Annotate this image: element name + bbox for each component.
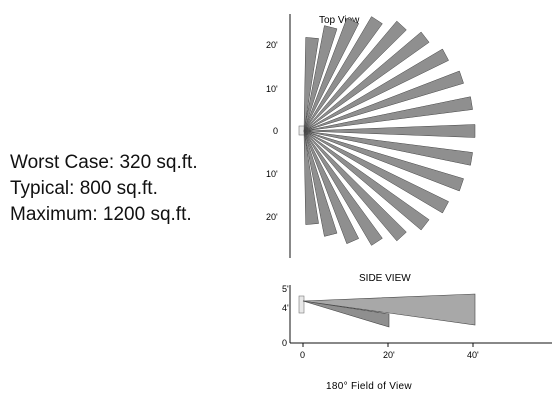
side-beam-long xyxy=(302,293,476,326)
side-view-title: SIDE VIEW xyxy=(359,273,411,284)
side-tick-20-x: 20' xyxy=(383,350,395,360)
field-of-view-caption: 180° Field of View xyxy=(326,381,412,392)
detection-beam xyxy=(303,130,473,166)
side-tick-0-x: 0 xyxy=(300,350,305,360)
side-tick-40-x: 40' xyxy=(467,350,479,360)
detection-beam xyxy=(303,17,360,132)
detection-beam xyxy=(303,130,449,214)
detection-beam xyxy=(303,130,464,192)
worst-case-coverage: Worst Case: 320 sq.ft. xyxy=(10,152,198,173)
top-tick-10-down: 10' xyxy=(266,169,278,179)
top-view-title: Top View xyxy=(319,15,360,26)
detection-beam xyxy=(303,130,383,246)
detection-beam xyxy=(303,20,407,132)
detection-beam xyxy=(303,16,383,132)
top-tick-10-up: 10' xyxy=(266,84,278,94)
detection-beam xyxy=(303,130,319,225)
detection-beam xyxy=(303,130,430,231)
detection-beam xyxy=(303,130,360,245)
maximum-coverage: Maximum: 1200 sq.ft. xyxy=(10,204,192,225)
side-tick-5: 5' xyxy=(282,284,289,294)
side-tick-4: 4' xyxy=(282,303,289,313)
detection-beam xyxy=(303,70,464,132)
top-tick-0: 0 xyxy=(273,126,278,136)
sensor-side xyxy=(298,295,305,314)
detection-beam xyxy=(303,48,449,132)
detection-beam xyxy=(303,130,338,237)
detection-beam xyxy=(303,96,473,132)
coverage-specs: Worst Case: 320 sq.ft. Typical: 800 sq.f… xyxy=(10,150,260,228)
top-view-ticks: 20' 10' 0 10' 20' xyxy=(266,40,278,222)
typical-coverage: Typical: 800 sq.ft. xyxy=(10,178,158,199)
side-view: SIDE VIEW 5' 4' 0 0 20' 40' 180° Field o… xyxy=(282,273,552,392)
top-view: Top View 20' 10' 0 10' 20' xyxy=(266,14,476,258)
detection-beam xyxy=(303,130,407,242)
detection-beam xyxy=(303,31,430,132)
side-tick-0-y: 0 xyxy=(282,338,287,348)
top-tick-20-down: 20' xyxy=(266,212,278,222)
detection-beam xyxy=(303,124,476,138)
top-view-beams xyxy=(303,16,476,246)
detection-beam xyxy=(303,37,319,132)
top-tick-20-up: 20' xyxy=(266,40,278,50)
detection-beam xyxy=(303,25,338,132)
side-beam-short xyxy=(302,300,390,328)
